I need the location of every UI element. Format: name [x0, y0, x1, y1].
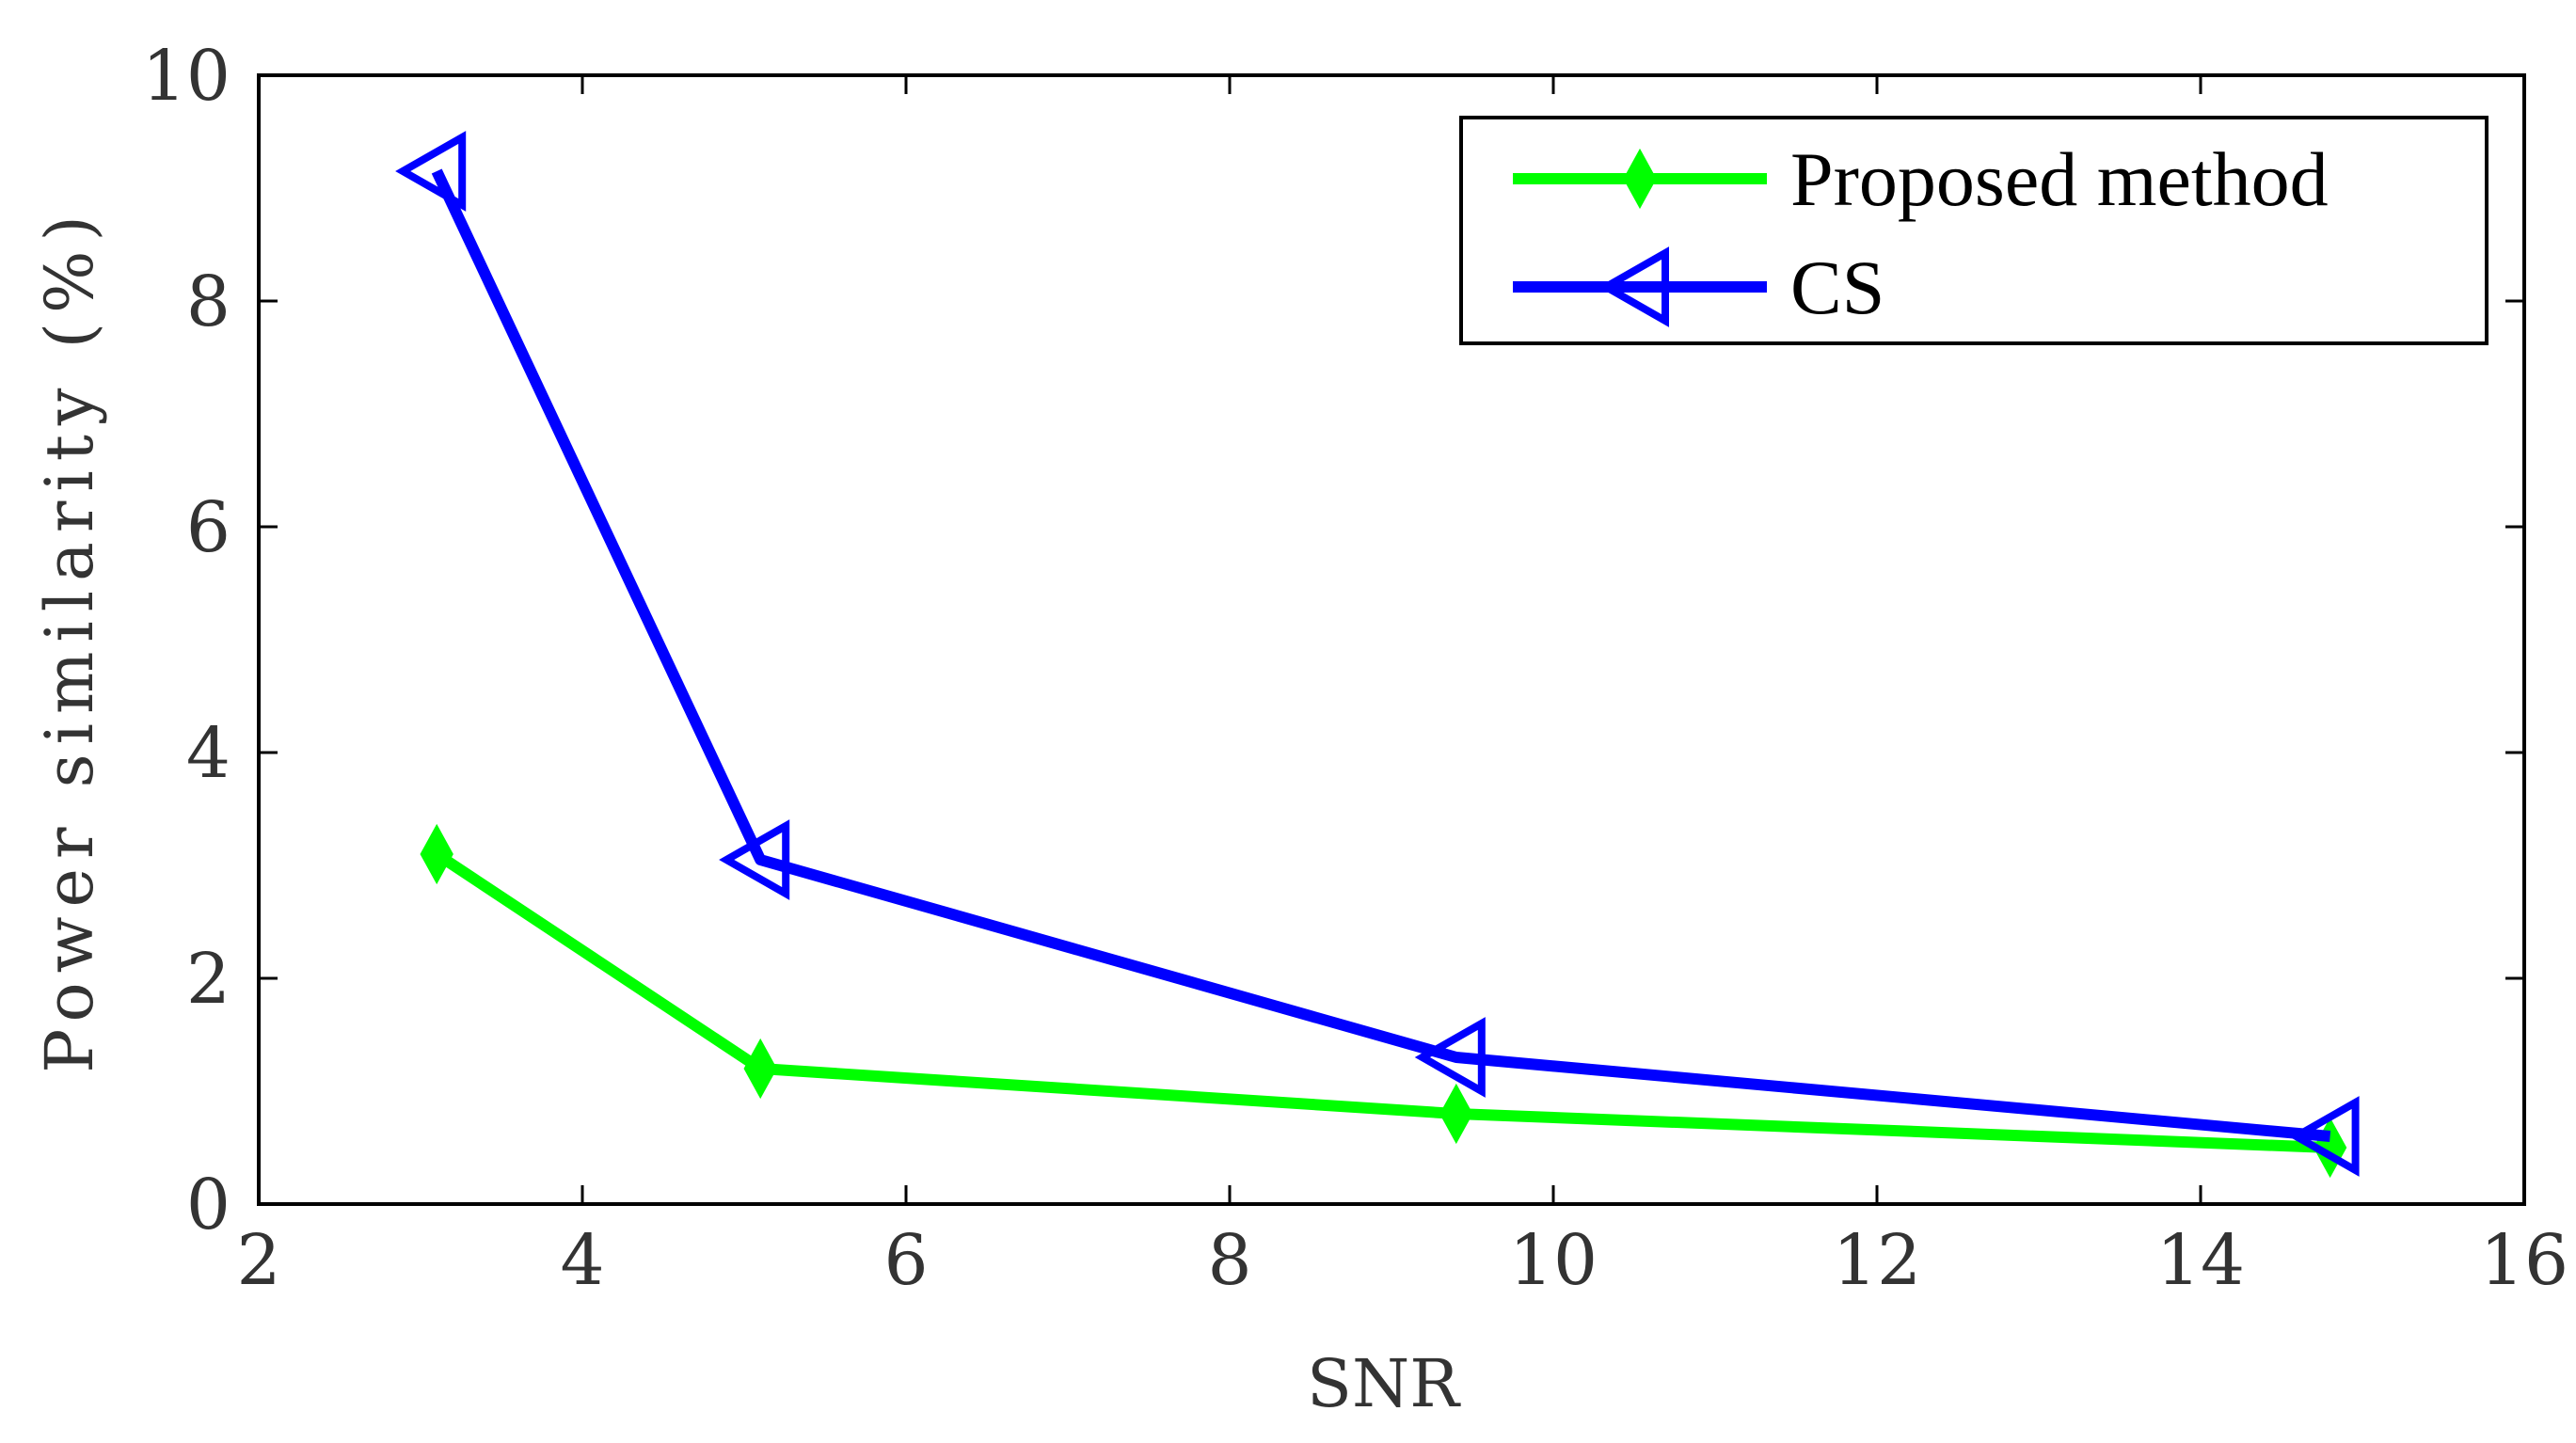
y-tick-label: 6	[186, 487, 231, 568]
x-tick-label: 16	[2480, 1220, 2568, 1301]
series-cs	[395, 131, 2360, 1177]
x-tick-label: 8	[1207, 1220, 1251, 1301]
data-point	[719, 819, 790, 900]
data-point	[1439, 1083, 1473, 1145]
y-tick-label: 2	[186, 939, 231, 1020]
data-point	[420, 823, 453, 885]
legend-marker	[1623, 148, 1657, 210]
legend-label: Proposed method	[1790, 136, 2329, 222]
legend-item: Proposed method	[1513, 136, 2329, 222]
series-line	[431, 168, 2331, 1142]
y-tick-label: 0	[186, 1165, 231, 1245]
x-tick-label: 10	[1509, 1220, 1598, 1301]
legend-label: CS	[1790, 245, 1884, 330]
legend-items: Proposed method CS	[1513, 136, 2329, 330]
y-tick-label: 4	[186, 713, 231, 794]
plot-frame	[257, 73, 2526, 1206]
y-axis-title: Power similarity (%)	[31, 206, 108, 1073]
series-proposed-method	[420, 823, 2347, 1179]
series-layer	[395, 131, 2360, 1179]
legend-item: CS	[1513, 245, 1884, 330]
data-point	[2288, 1096, 2360, 1177]
x-tick-label: 6	[883, 1220, 928, 1301]
data-point	[1414, 1017, 1486, 1098]
x-tick-label: 12	[1833, 1220, 1921, 1301]
data-point	[395, 131, 467, 212]
x-tick-label: 14	[2156, 1220, 2245, 1301]
x-tick-label: 2	[236, 1220, 280, 1301]
y-tick-label: 10	[142, 36, 231, 117]
x-axis-title: SNR	[1307, 1345, 1461, 1422]
series-line	[433, 848, 2330, 1153]
legend: Proposed method CS	[1459, 116, 2489, 345]
legend-marker	[1598, 246, 1669, 327]
data-point	[743, 1038, 777, 1100]
y-tick-label: 8	[186, 262, 231, 342]
x-tick-label: 4	[560, 1220, 604, 1301]
